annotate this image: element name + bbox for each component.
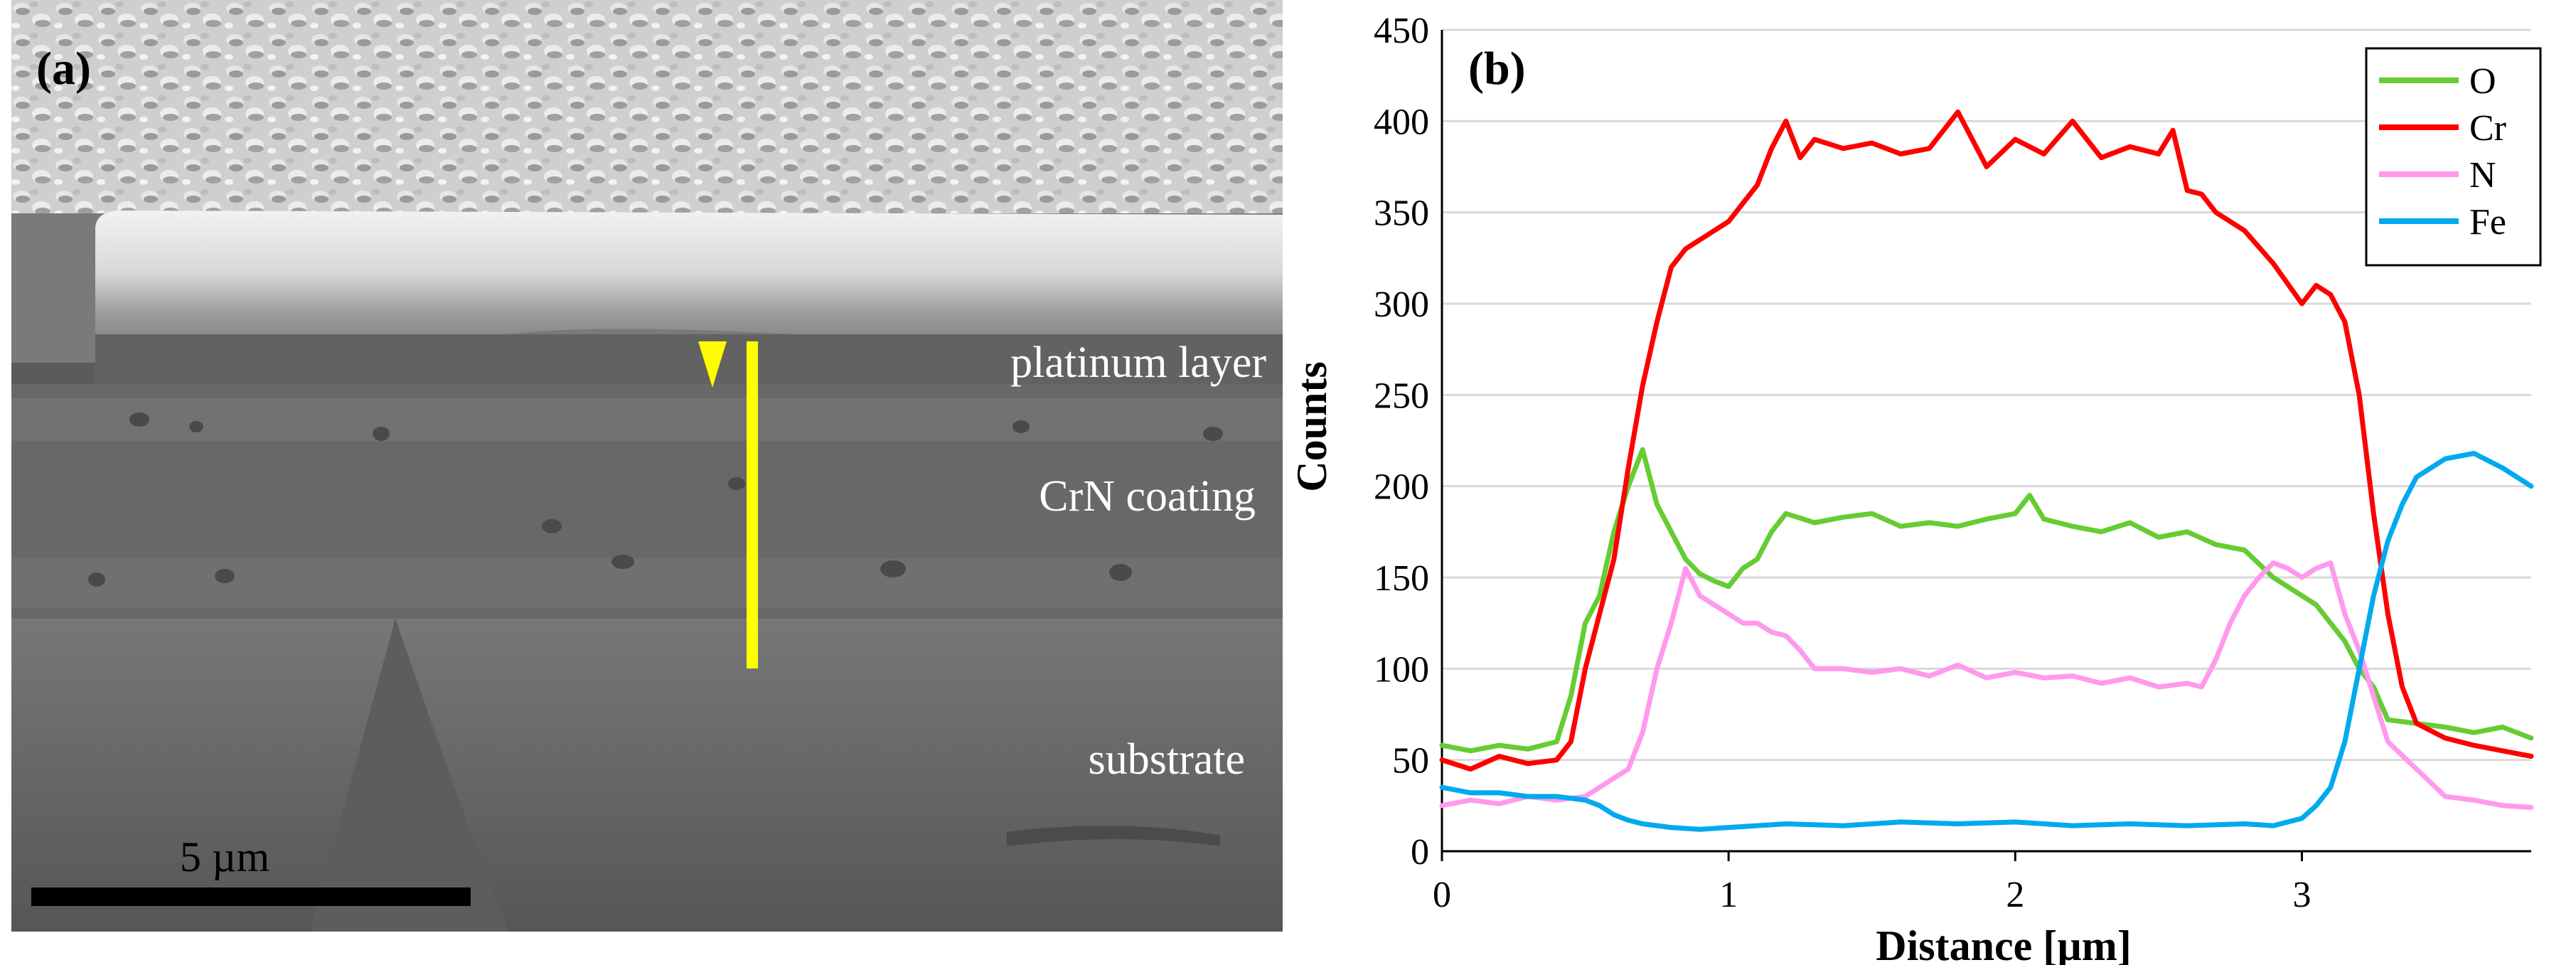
crn-coating-label: CrN coating [1039,472,1256,521]
platinum-layer-base [95,334,1283,384]
substrate-grain-boundary [310,619,509,932]
chart-legend: O Cr N Fe [2365,47,2542,267]
y-tick-label: 50 [1392,741,1429,782]
coating-voids [88,412,1223,587]
scale-bar [31,887,471,906]
series-line-fe [1439,451,2534,832]
y-tick-label: 200 [1374,467,1429,508]
x-tick-label: 1 [1719,875,1738,915]
substrate-region [11,619,1283,932]
legend-box [2365,47,2542,267]
y-tick-label: 100 [1374,649,1429,690]
legend-label-cr: Cr [2469,108,2506,149]
y-axis-title: Counts [1288,361,1335,491]
sem-top-surface [11,0,1283,213]
scale-bar-label: 5 µm [180,833,269,880]
series-line-n [1439,560,2534,810]
axis-layer: 0 50 100 150 200 250 300 350 400 450 0 1 2 3 [1374,11,2531,915]
x-tick-label: 2 [2006,875,2024,915]
linescan-line [747,341,758,668]
panel-a-label: (a) [36,43,91,95]
crn-coating-band-top [11,398,1283,441]
panel-b-label: (b) [1468,43,1526,95]
grid-layer [1442,28,2531,762]
y-tick-label: 350 [1374,193,1429,234]
y-tick-label: 150 [1374,558,1429,599]
x-tick-label: 0 [1433,875,1451,915]
sem-image-panel: (a) platinum layer CrN coating substrate… [11,0,1283,932]
substrate-dark-streak [1007,826,1220,846]
crn-coating-band-bottom [11,558,1283,608]
x-tick-label: 3 [2292,875,2311,915]
series-line-cr [1439,110,2534,772]
legend-label-n: N [2469,155,2496,196]
x-axis-title: Distance [µm] [1876,922,2131,965]
y-tick-label: 300 [1374,284,1429,325]
series-layer [1439,110,2534,832]
substrate-label: substrate [1089,735,1245,784]
linescan-start-arrow [698,341,727,388]
legend-label-fe: Fe [2469,202,2506,242]
platinum-layer-label: platinum layer [1010,338,1266,387]
edx-linescan-chart: 0 50 100 150 200 250 300 350 400 450 0 1 2 3 (b) O Cr N… [1288,11,2542,965]
y-tick-label: 450 [1374,11,1429,51]
y-tick-label: 400 [1374,102,1429,142]
y-tick-label: 250 [1374,375,1429,416]
y-tick-label: 0 [1411,832,1429,873]
legend-label-o: O [2469,61,2496,102]
